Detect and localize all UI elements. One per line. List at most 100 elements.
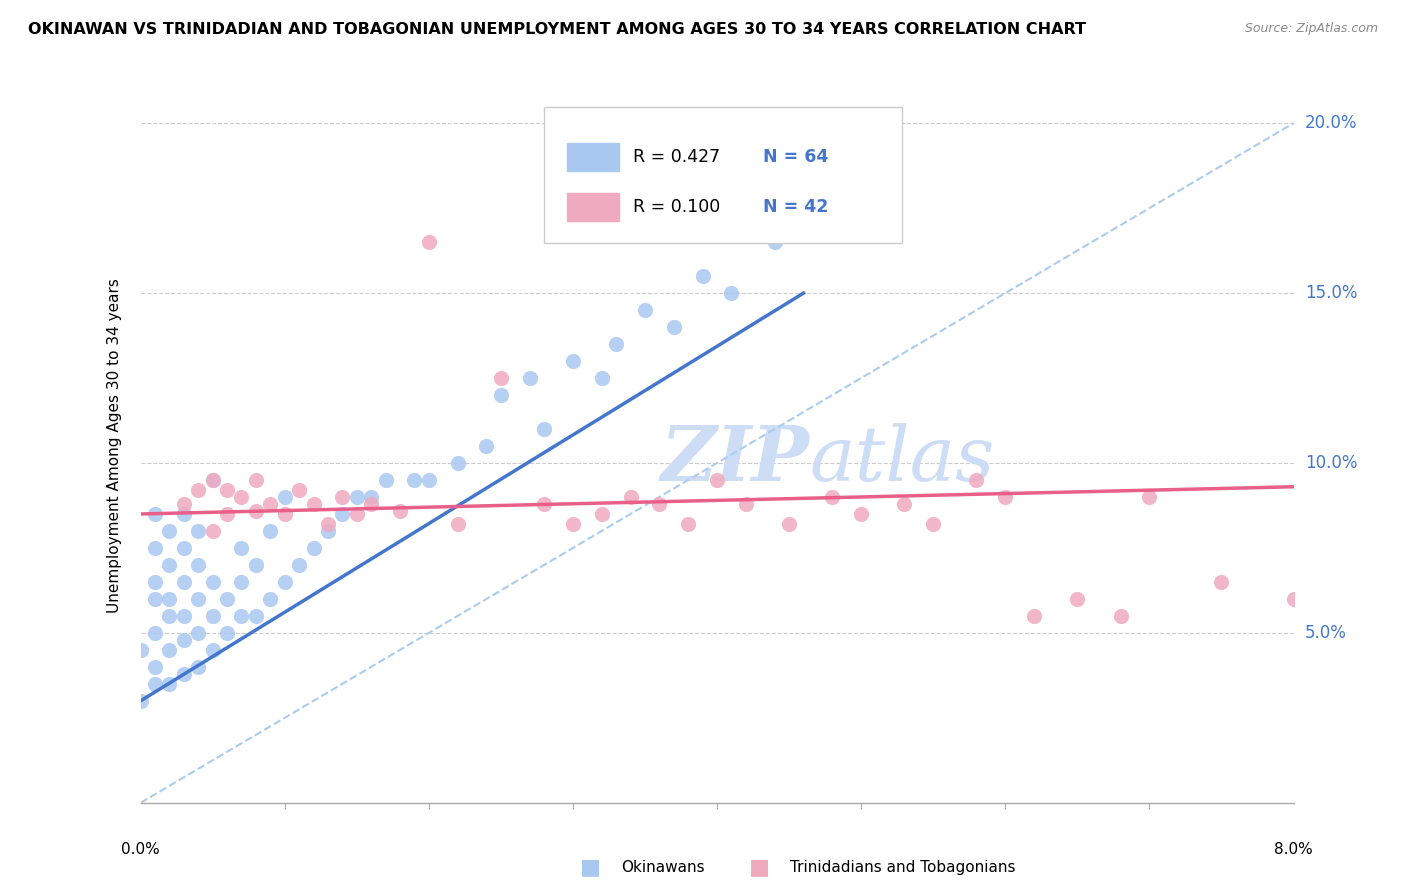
Point (231, 608, 253, 623)
Point (533, 422, 555, 436)
Point (245, 558, 267, 572)
Point (678, 517, 700, 532)
Point (231, 574, 253, 589)
Point (201, 473, 224, 487)
Point (388, 503, 411, 517)
Text: Okinawans: Okinawans (621, 860, 704, 874)
Point (447, 517, 470, 532)
Point (143, 677, 166, 691)
Point (143, 591, 166, 606)
Point (187, 524, 209, 538)
Point (159, 608, 180, 623)
Point (187, 558, 209, 572)
Point (893, 497, 915, 511)
Text: ■: ■ (581, 857, 600, 877)
Text: N = 42: N = 42 (763, 198, 828, 216)
Point (475, 439, 498, 453)
Point (129, 694, 152, 708)
Point (173, 497, 195, 511)
Bar (567, 143, 619, 171)
Point (173, 632, 195, 647)
Point (173, 541, 195, 555)
Point (346, 507, 368, 521)
Point (302, 497, 325, 511)
Point (316, 524, 339, 538)
Point (634, 303, 657, 318)
Point (605, 337, 627, 351)
Point (994, 490, 1017, 504)
Point (187, 660, 209, 674)
Point (1211, 574, 1233, 589)
Text: 5.0%: 5.0% (1305, 624, 1347, 642)
Point (217, 626, 239, 640)
Point (274, 574, 297, 589)
Point (173, 608, 195, 623)
Point (259, 591, 281, 606)
Point (332, 490, 354, 504)
Text: 10.0%: 10.0% (1305, 454, 1357, 472)
Point (735, 497, 758, 511)
Point (217, 483, 239, 498)
Point (519, 371, 541, 385)
Point (648, 497, 671, 511)
Point (288, 558, 311, 572)
Point (418, 235, 440, 249)
Point (201, 608, 224, 623)
Point (821, 490, 844, 504)
Point (489, 388, 512, 402)
Point (159, 677, 180, 691)
Text: N = 64: N = 64 (763, 148, 828, 166)
Point (173, 574, 195, 589)
Point (561, 354, 585, 368)
Point (849, 507, 872, 521)
Point (316, 517, 339, 532)
Text: R = 0.427: R = 0.427 (633, 148, 720, 166)
Point (533, 497, 555, 511)
Point (489, 371, 512, 385)
Point (302, 541, 325, 555)
Point (619, 490, 641, 504)
Point (360, 490, 382, 504)
FancyBboxPatch shape (544, 107, 901, 243)
Point (1282, 591, 1305, 606)
Point (201, 574, 224, 589)
Point (1139, 490, 1161, 504)
Point (187, 591, 209, 606)
Point (561, 517, 585, 532)
Point (245, 503, 267, 517)
Text: 20.0%: 20.0% (1305, 114, 1357, 132)
Point (245, 473, 267, 487)
Point (274, 507, 297, 521)
Text: ■: ■ (749, 857, 769, 877)
Point (217, 507, 239, 521)
Point (259, 497, 281, 511)
Point (187, 626, 209, 640)
Point (187, 483, 209, 498)
Point (807, 218, 830, 232)
Point (1066, 591, 1088, 606)
Point (706, 473, 728, 487)
Point (173, 666, 195, 681)
Y-axis label: Unemployment Among Ages 30 to 34 years: Unemployment Among Ages 30 to 34 years (107, 278, 122, 614)
Text: R = 0.100: R = 0.100 (633, 198, 720, 216)
Point (662, 320, 685, 334)
Point (374, 473, 396, 487)
Bar (567, 193, 619, 221)
Point (591, 507, 613, 521)
Point (231, 490, 253, 504)
Point (201, 524, 224, 538)
Point (404, 473, 426, 487)
Point (274, 490, 297, 504)
Text: Source: ZipAtlas.com: Source: ZipAtlas.com (1244, 22, 1378, 36)
Point (143, 574, 166, 589)
Point (720, 286, 742, 301)
Text: OKINAWAN VS TRINIDADIAN AND TOBAGONIAN UNEMPLOYMENT AMONG AGES 30 TO 34 YEARS CO: OKINAWAN VS TRINIDADIAN AND TOBAGONIAN U… (28, 22, 1085, 37)
Text: atlas: atlas (810, 424, 994, 497)
Point (418, 473, 440, 487)
Point (1024, 608, 1046, 623)
Point (143, 660, 166, 674)
Text: 15.0%: 15.0% (1305, 284, 1357, 302)
Text: Trinidadians and Tobagonians: Trinidadians and Tobagonians (790, 860, 1015, 874)
Point (332, 507, 354, 521)
Point (143, 507, 166, 521)
